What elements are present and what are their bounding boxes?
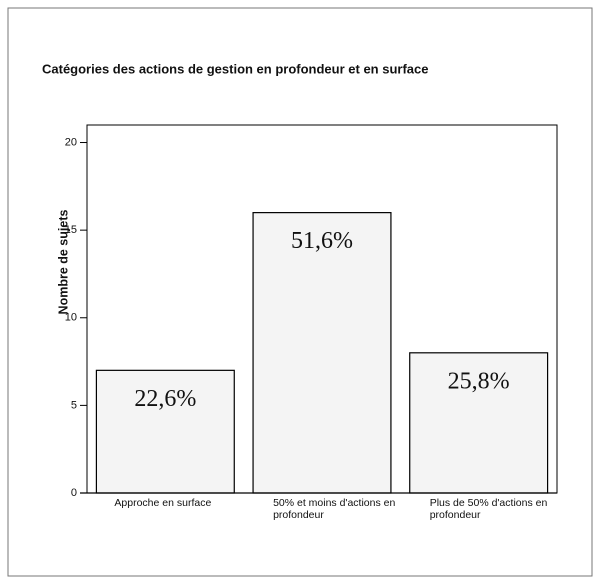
bar [252,212,392,494]
frame [7,7,593,577]
bar [95,369,235,494]
x-tick-label: 50% et moins d'actions en profondeur [273,497,396,521]
x-tick-label: Plus de 50% d'actions en profondeur [429,497,548,521]
bar-annotation: 51,6% [291,228,353,254]
y-tick-label: 10 [65,312,77,324]
y-tick-label: 20 [65,136,77,148]
bar-annotation: 25,8% [448,368,510,394]
bar-annotation: 22,6% [134,386,196,412]
chart-title: Catégories des actions de gestion en pro… [42,61,428,76]
y-tick-label: 0 [71,487,77,499]
bar [409,352,549,494]
y-axis-label: Nombre de sujets [56,210,70,315]
y-tick-label: 5 [71,399,77,411]
x-tick-label: Approche en surface [114,497,212,509]
y-tick-label: 15 [65,224,77,236]
